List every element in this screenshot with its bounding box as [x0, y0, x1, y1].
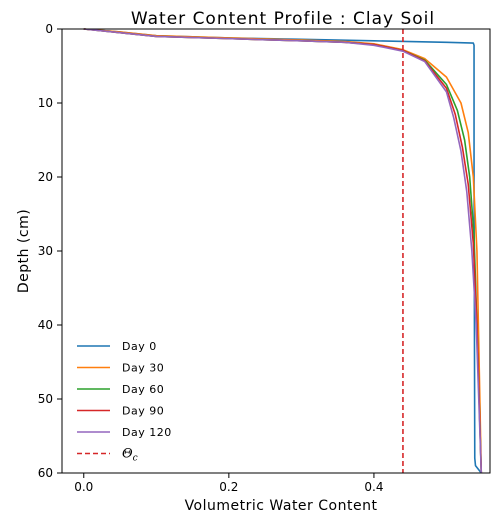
x-tick-label: 0.2	[219, 480, 238, 494]
y-axis: 0 10 20 30 40 50 60	[38, 22, 62, 480]
x-axis-label: Volumetric Water Content	[185, 498, 378, 514]
x-tick-label: 0.4	[364, 480, 383, 494]
plot-area	[83, 28, 483, 474]
legend-label: Day 60	[122, 383, 164, 396]
y-axis-label: Depth (cm)	[16, 209, 32, 293]
legend-label: Day 120	[122, 426, 172, 439]
y-tick-label: 0	[45, 22, 53, 36]
chart-title: Water Content Profile : Clay Soil	[131, 9, 435, 29]
legend: Day 0 Day 30 Day 60 Day 90 Day 120 Θc	[77, 340, 172, 464]
legend-label: Day 30	[122, 362, 164, 375]
y-tick-label: 30	[38, 244, 53, 258]
y-tick-label: 20	[38, 170, 53, 184]
y-tick-label: 50	[38, 392, 53, 406]
x-axis: 0.0 0.2 0.4	[74, 473, 383, 494]
legend-label: Θc	[122, 447, 138, 464]
y-tick-label: 60	[38, 466, 53, 480]
x-tick-label: 0.0	[74, 480, 93, 494]
y-tick-label: 10	[38, 96, 53, 110]
series-line-day-120	[83, 28, 483, 474]
y-tick-label: 40	[38, 318, 53, 332]
legend-label: Day 90	[122, 405, 164, 418]
legend-label: Day 0	[122, 340, 157, 353]
